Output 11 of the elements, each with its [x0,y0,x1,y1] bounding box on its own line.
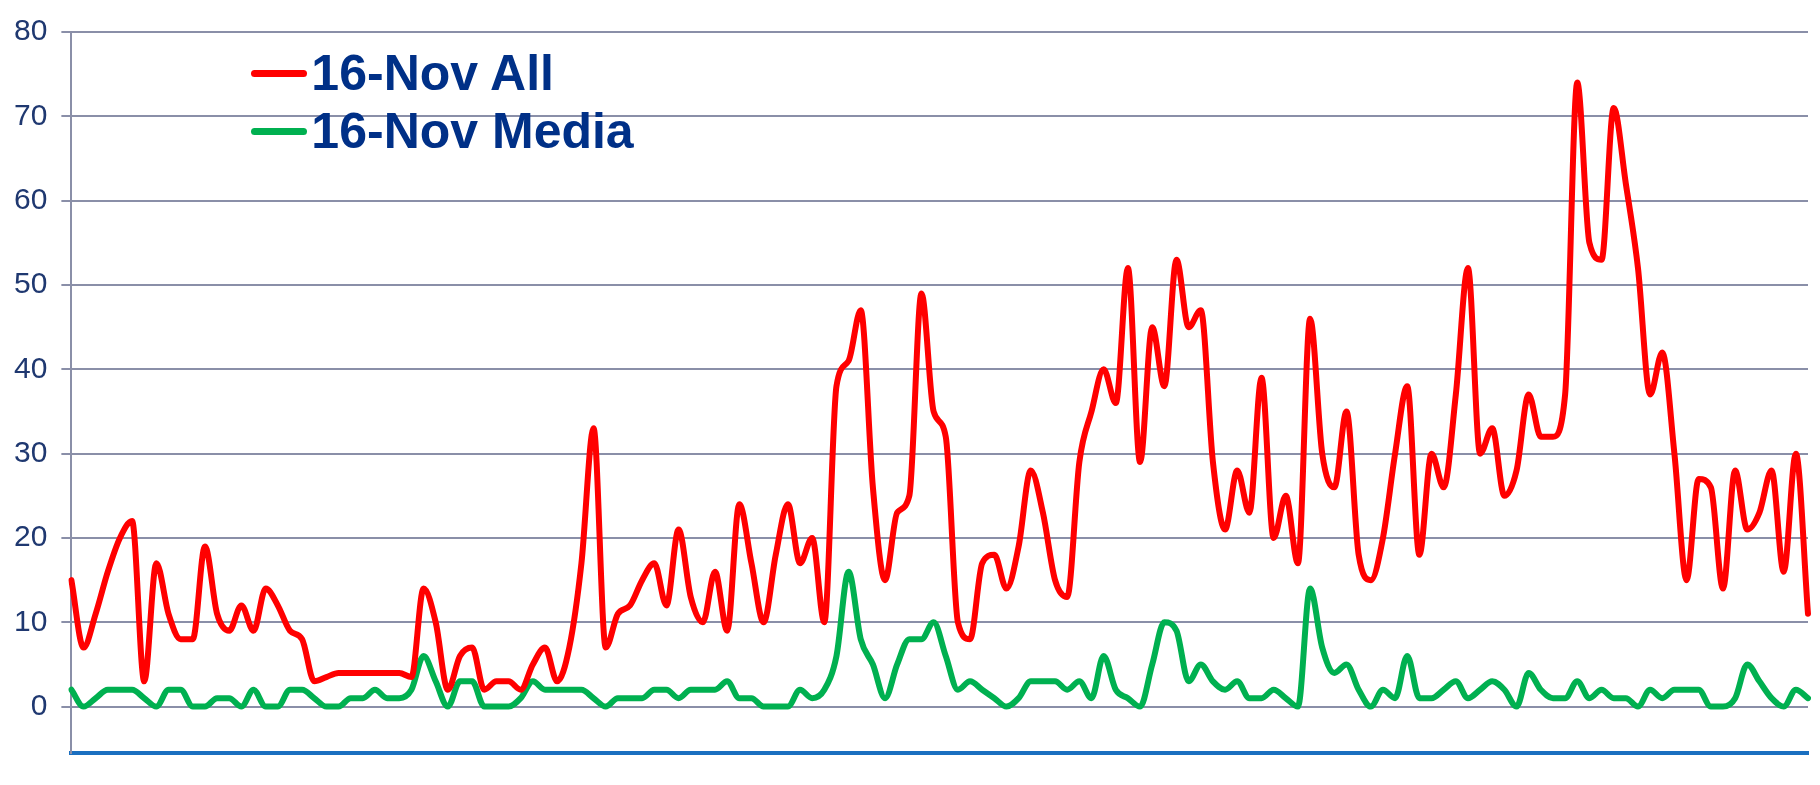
y-tick-label: 80 [13,13,48,47]
y-tick-label: 40 [13,350,48,384]
legend-label: 16-Nov Media [311,102,634,160]
y-tick-label: 0 [30,687,48,721]
legend-label: 16-Nov All [311,44,555,102]
y-tick-label: 70 [13,97,48,131]
y-tick-label: 10 [13,603,48,637]
y-tick-label: 60 [13,181,48,215]
y-tick-label: 30 [13,434,48,468]
y-tick-label: 20 [13,519,48,553]
y-tick-label: 50 [13,266,48,300]
